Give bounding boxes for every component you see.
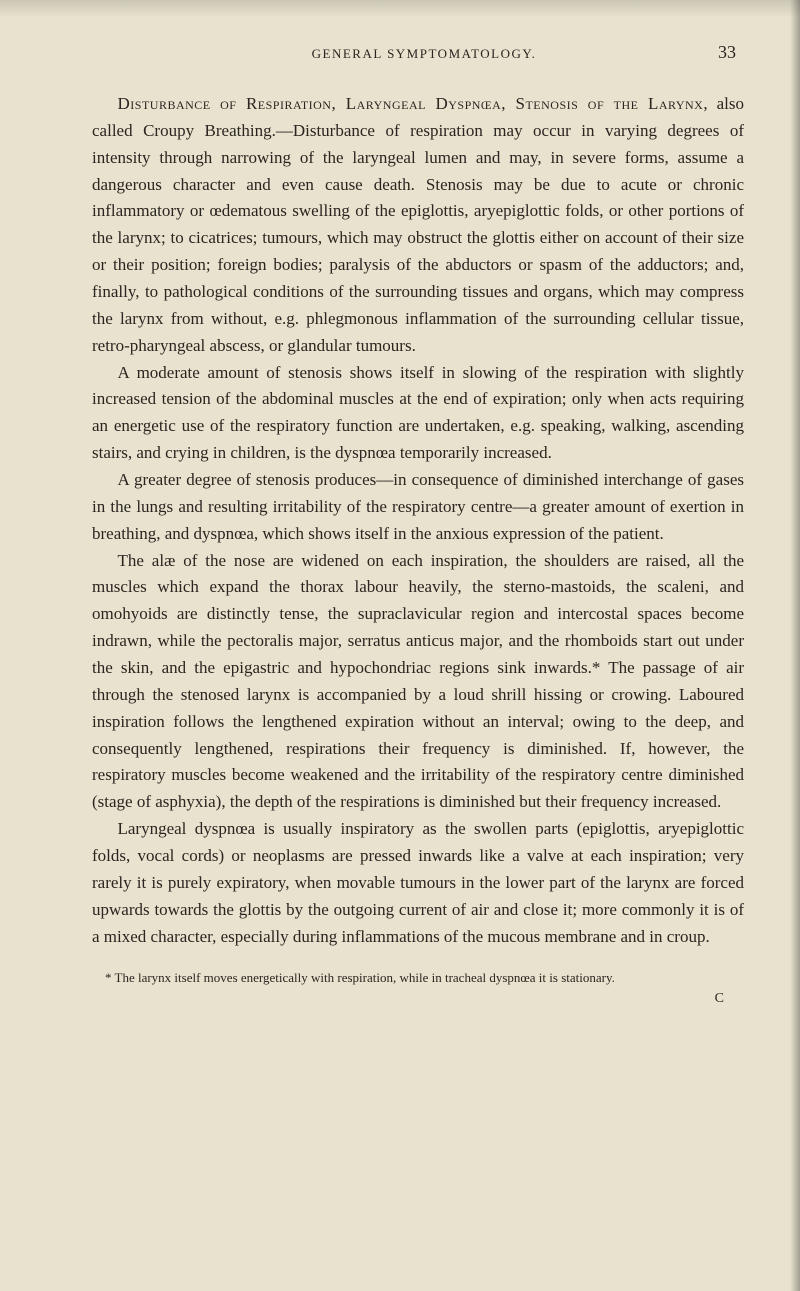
paragraph-1: Disturbance of Respiration, Laryngeal Dy…: [92, 91, 744, 360]
page-header: GENERAL SYMPTOMATOLOGY. 33: [92, 42, 744, 63]
page-edge-shadow: [790, 0, 800, 1291]
footnote: * The larynx itself moves energetically …: [92, 969, 744, 987]
running-title: GENERAL SYMPTOMATOLOGY.: [130, 46, 718, 62]
page-number: 33: [718, 42, 736, 63]
paragraph-5: Laryngeal dyspnœa is usually inspiratory…: [92, 816, 744, 950]
signature-mark: C: [92, 991, 744, 1007]
body-text: Disturbance of Respiration, Laryngeal Dy…: [92, 91, 744, 951]
para1-lead-smallcaps: Disturbance of Respiration, Laryngeal Dy…: [118, 94, 704, 113]
paragraph-4: The alæ of the nose are widened on each …: [92, 548, 744, 817]
paragraph-2: A moderate amount of stenosis shows itse…: [92, 360, 744, 467]
paragraph-3: A greater degree of stenosis produces—in…: [92, 467, 744, 548]
page-shadow: [0, 0, 800, 18]
para1-rest: , also called Croupy Breathing.—Disturba…: [92, 94, 744, 355]
